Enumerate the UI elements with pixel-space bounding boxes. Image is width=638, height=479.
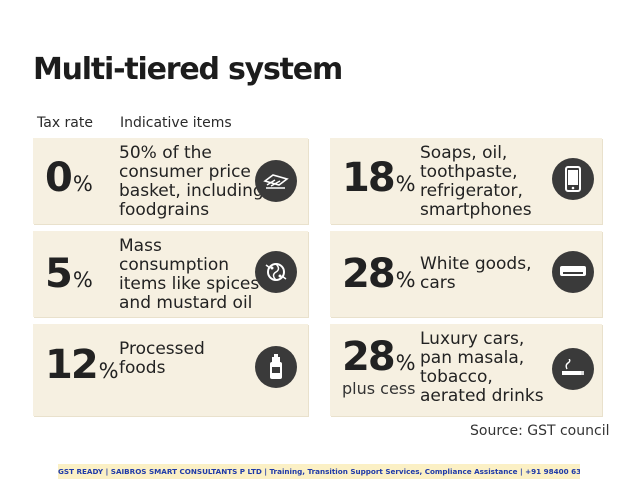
- indicative-items: 50% of the consumer price basket, includin…: [119, 143, 264, 220]
- indicative-items: Mass consumption items like spices and must…: [119, 236, 260, 313]
- tax-rate: 28%: [342, 251, 416, 297]
- cigarette-icon: [552, 348, 594, 390]
- tax-card-18: 18% Soaps, oil, toothpaste, refrigerator, s…: [330, 138, 602, 224]
- tax-rate-header: Tax rate: [37, 115, 93, 131]
- air-conditioner-icon: [552, 251, 594, 293]
- page-title: Multi-tiered system: [33, 52, 343, 87]
- indicative-items-header: Indicative items: [120, 115, 232, 131]
- indicative-items: Processed foods: [119, 339, 205, 378]
- smartphone-icon: [552, 158, 594, 200]
- footer-banner: GST READY | SAIBROS SMART CONSULTANTS P …: [58, 464, 580, 479]
- tax-card-0: 0% 50% of the consumer price basket, inclu…: [33, 138, 308, 224]
- tax-rate: 18%: [342, 155, 416, 201]
- plus-cess-label: plus cess: [342, 379, 416, 398]
- tax-rate: 0%: [45, 155, 93, 201]
- tax-rate: 28%: [342, 334, 416, 380]
- processed-food-can-icon: [255, 346, 297, 388]
- spices-icon: [255, 251, 297, 293]
- tax-rate: 12%: [45, 342, 119, 388]
- tax-card-12: 12% Processed foods: [33, 324, 308, 416]
- tax-card-5: 5% Mass consumption items like spices and m…: [33, 231, 308, 317]
- indicative-items: White goods, cars: [420, 254, 532, 293]
- indicative-items: Soaps, oil, toothpaste, refrigerator, smart…: [420, 143, 532, 220]
- indicative-items: Luxury cars, pan masala, tobacco, aerated d…: [420, 329, 544, 406]
- food-plate-icon: [255, 160, 297, 202]
- tax-card-28: 28% White goods, cars: [330, 231, 602, 317]
- tax-card-28-plus-cess: 28% plus cess Luxury cars, pan masala, tob…: [330, 324, 602, 416]
- source-note: Source: GST council: [470, 423, 610, 439]
- tax-rate: 5%: [45, 251, 93, 297]
